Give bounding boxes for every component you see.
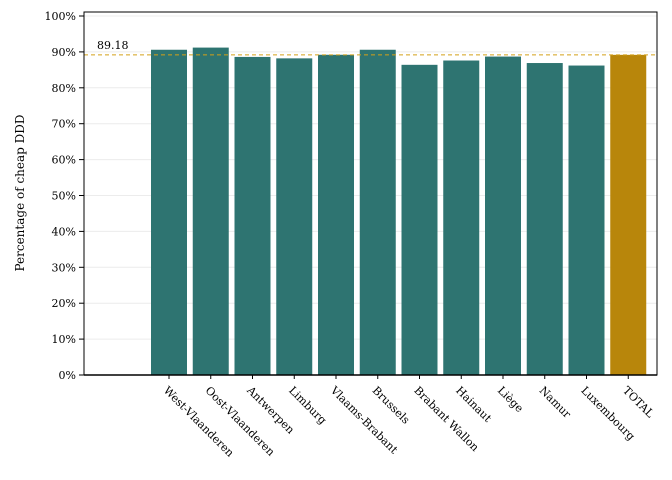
- x-tick-label: West-Vlaanderen: [161, 384, 237, 460]
- bar-brabant-wallon: [401, 64, 438, 375]
- y-tick-label: 60%: [52, 154, 76, 167]
- y-tick-label: 50%: [52, 190, 76, 203]
- bar-antwerpen: [234, 56, 271, 376]
- bar-li-ge: [485, 56, 521, 375]
- y-tick-label: 80%: [52, 82, 76, 95]
- bar-namur: [526, 63, 563, 376]
- y-axis-ticks: 0% 10% 20% 30% 40% 50% 60% 70% 80% 90% 100%: [45, 10, 84, 382]
- y-tick-label: 30%: [52, 261, 76, 274]
- reference-line-label: 89.18: [97, 39, 129, 52]
- bar-limburg: [276, 58, 313, 375]
- y-tick-label: 20%: [52, 297, 76, 310]
- y-tick-label: 100%: [45, 10, 76, 23]
- bar-luxembourg: [568, 65, 605, 376]
- y-tick-label: 70%: [52, 118, 76, 131]
- bar-brussels: [359, 49, 396, 375]
- x-tick-label: Namur: [537, 384, 574, 421]
- bar-west-vlaanderen: [151, 49, 187, 375]
- y-tick-label: 40%: [52, 225, 76, 238]
- bar-hainaut: [443, 60, 480, 376]
- x-tick-label: Limburg: [286, 384, 329, 427]
- y-axis-title: Percentage of cheap DDD: [13, 114, 27, 271]
- y-tick-label: 10%: [52, 333, 76, 346]
- x-axis-labels: West-VlaanderenOost-VlaanderenAntwerpenL…: [161, 375, 657, 460]
- x-tick-label: TOTAL: [620, 384, 657, 421]
- bar-total: [610, 54, 647, 375]
- y-tick-label: 0%: [59, 369, 76, 382]
- bars: [151, 47, 647, 376]
- x-tick-label: Hainaut: [453, 384, 494, 425]
- x-tick-label: Brussels: [370, 384, 413, 427]
- y-tick-label: 90%: [52, 46, 76, 59]
- bar-vlaams-brabant: [318, 54, 354, 375]
- x-tick-label: Liège: [495, 384, 526, 415]
- bar-oost-vlaanderen: [192, 47, 229, 375]
